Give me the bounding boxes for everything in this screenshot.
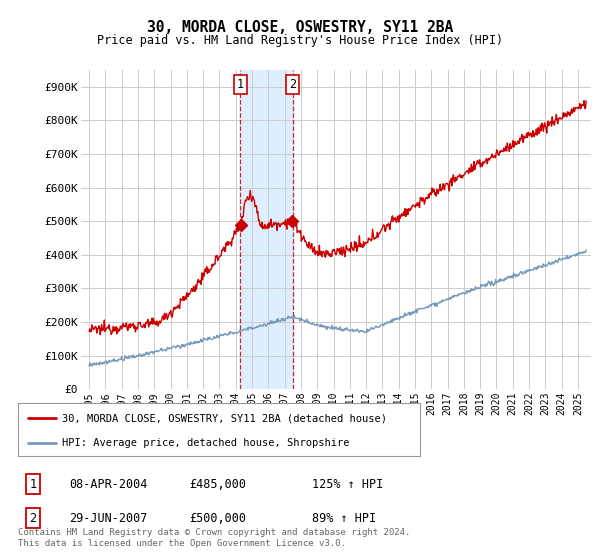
- Text: 125% ↑ HPI: 125% ↑ HPI: [312, 478, 383, 491]
- Text: 29-JUN-2007: 29-JUN-2007: [69, 511, 148, 525]
- Text: £485,000: £485,000: [189, 478, 246, 491]
- Text: 2: 2: [29, 511, 37, 525]
- Bar: [240, 70, 293, 389]
- Text: 30, MORDA CLOSE, OSWESTRY, SY11 2BA: 30, MORDA CLOSE, OSWESTRY, SY11 2BA: [147, 20, 453, 35]
- Text: 1: 1: [236, 78, 244, 91]
- Text: Price paid vs. HM Land Registry's House Price Index (HPI): Price paid vs. HM Land Registry's House …: [97, 34, 503, 46]
- Text: 1: 1: [29, 478, 37, 491]
- Text: 08-APR-2004: 08-APR-2004: [69, 478, 148, 491]
- Text: 89% ↑ HPI: 89% ↑ HPI: [312, 511, 376, 525]
- Text: 2: 2: [289, 78, 296, 91]
- Text: £500,000: £500,000: [189, 511, 246, 525]
- Text: 30, MORDA CLOSE, OSWESTRY, SY11 2BA (detached house): 30, MORDA CLOSE, OSWESTRY, SY11 2BA (det…: [62, 413, 387, 423]
- Text: Contains HM Land Registry data © Crown copyright and database right 2024.
This d: Contains HM Land Registry data © Crown c…: [18, 528, 410, 548]
- Text: HPI: Average price, detached house, Shropshire: HPI: Average price, detached house, Shro…: [62, 437, 350, 447]
